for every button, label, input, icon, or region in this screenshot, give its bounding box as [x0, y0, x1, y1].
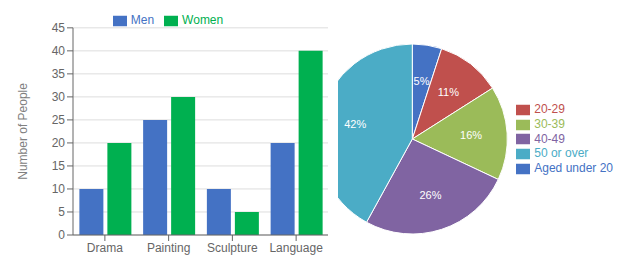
- svg-text:40: 40: [52, 44, 66, 58]
- svg-text:Language: Language: [269, 241, 323, 255]
- html-text:Women: Women: [182, 13, 224, 27]
- svg-text:Painting: Painting: [147, 241, 190, 255]
- svg-text:5%: 5%: [414, 75, 430, 87]
- svg-text:25: 25: [52, 113, 66, 127]
- svg-text:11%: 11%: [438, 86, 459, 98]
- svg-text:35: 35: [52, 67, 66, 81]
- svg-text:Drama: Drama: [87, 241, 123, 255]
- svg-text:0: 0: [58, 228, 65, 242]
- svg-text:5: 5: [58, 205, 65, 219]
- svg-text:20: 20: [52, 136, 66, 150]
- svg-text:45: 45: [52, 21, 66, 35]
- html-text:20-29: 20-29: [534, 101, 565, 116]
- svg-text:16%: 16%: [460, 129, 482, 141]
- svg-text:Sculpture: Sculpture: [207, 241, 258, 255]
- html-text:50 or over: 50 or over: [534, 146, 589, 161]
- svg-text:15: 15: [52, 159, 66, 173]
- svg-text:30: 30: [52, 90, 66, 104]
- svg-text:26%: 26%: [419, 189, 441, 201]
- svg-text:42%: 42%: [344, 118, 366, 130]
- html-text:Aged under 20: Aged under 20: [534, 161, 613, 176]
- svg-text:Number of People: Number of People: [16, 83, 30, 180]
- svg-text:10: 10: [52, 182, 66, 196]
- html-text:30-39: 30-39: [534, 116, 565, 131]
- html-text:40-49: 40-49: [534, 131, 565, 146]
- html-text:Men: Men: [130, 13, 155, 27]
